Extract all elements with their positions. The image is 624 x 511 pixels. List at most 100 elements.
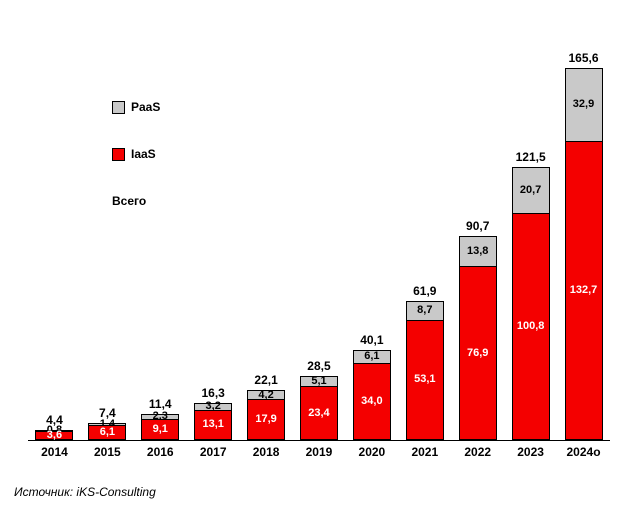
- legend-item-iaas: IaaS: [112, 147, 160, 161]
- source-note: Источник: iKS-Consulting: [14, 485, 156, 499]
- iaas-value-label: 13,1: [202, 418, 224, 431]
- iaas-segment: 23,4: [299, 387, 338, 440]
- total-value-label: 165,6: [568, 51, 599, 66]
- paas-value-label: 4,2: [258, 388, 274, 401]
- iaas-segment: 17,9: [247, 399, 286, 440]
- paas-segment: 13,8: [458, 236, 497, 268]
- legend-total-label: Всего: [112, 194, 147, 208]
- paas-segment: 4,2: [247, 388, 286, 401]
- total-value-label: 4,4: [46, 412, 63, 427]
- paas-segment: 0,8: [35, 425, 74, 436]
- paas-value-label: 6,1: [364, 350, 380, 363]
- paas-value-label: 1,4: [99, 418, 115, 431]
- x-axis-label: 2016: [146, 445, 174, 459]
- bar-column: 121,5 20,7 100,8: [504, 150, 557, 440]
- bar-stack: 4,2 17,9: [247, 388, 286, 440]
- legend: PaaS IaaS Всего: [112, 100, 160, 241]
- bar-stack: 20,7 100,8: [511, 167, 550, 440]
- bar-stack: 13,8 76,9: [458, 236, 497, 440]
- paas-segment: 8,7: [405, 301, 444, 321]
- bar-stack: 2,3 9,1: [141, 410, 180, 440]
- paas-value-label: 8,7: [417, 304, 433, 317]
- x-axis: 2014 2015 2016 2017 2018 2019 2020 2021 2022 2023…: [28, 445, 610, 459]
- x-axis-label: 2019: [305, 445, 333, 459]
- bar-column: 90,7 13,8 76,9: [451, 219, 504, 440]
- x-axis-label: 2018: [252, 445, 280, 459]
- iaas-value-label: 132,7: [569, 283, 598, 296]
- paas-value-label: 20,7: [519, 183, 542, 196]
- total-value-label: 28,5: [307, 358, 331, 373]
- paas-value-label: 5,1: [311, 375, 327, 388]
- iaas-segment: 9,1: [141, 419, 180, 440]
- iaas-segment: 3,6: [35, 428, 74, 441]
- bar-column: 4,4 0,8 3,6: [28, 413, 81, 440]
- paas-segment: 32,9: [564, 68, 603, 142]
- bar-column: 22,1 4,2 17,9: [240, 373, 293, 440]
- bar-stack: 8,7 53,1: [405, 301, 444, 440]
- iaas-value-label: 3,6: [46, 428, 63, 441]
- bar-column: 11,4 2,3 9,1: [134, 397, 187, 440]
- iaas-segment: 132,7: [564, 141, 603, 440]
- x-axis-label: 2023: [517, 445, 544, 459]
- paas-value-label: 13,8: [466, 245, 489, 258]
- bar-stack: 3,2 13,1: [194, 400, 233, 440]
- iaas-segment: 13,1: [194, 410, 233, 440]
- bar-stack: 5,1 23,4: [299, 375, 338, 440]
- bar-column: 28,5 5,1 23,4: [293, 359, 346, 440]
- legend-iaas-label: IaaS: [131, 147, 156, 161]
- total-value-label: 121,5: [515, 150, 546, 165]
- total-value-label: 16,3: [201, 386, 225, 401]
- x-axis-label: 2017: [199, 445, 227, 459]
- iaas-segment: 76,9: [458, 267, 497, 440]
- paas-segment: 20,7: [511, 167, 550, 214]
- total-value-label: 90,7: [466, 219, 490, 234]
- paas-segment: 3,2: [194, 400, 233, 413]
- x-axis-label: 2024о: [566, 445, 601, 459]
- iaas-value-label: 53,1: [414, 373, 436, 386]
- paas-swatch-icon: [112, 100, 125, 114]
- bar-stack: 1,4 6,1: [88, 419, 127, 440]
- iaas-segment: 34,0: [352, 363, 391, 440]
- x-axis-label: 2015: [94, 445, 121, 459]
- plot-area: 4,4 0,8 3,6 7,4 1,4 6,1 11,4 2,3 9,1 16,3 3,2 13,1 2…: [28, 28, 610, 441]
- x-axis-label: 2014: [41, 445, 68, 459]
- paas-segment: 1,4: [88, 419, 127, 430]
- paas-segment: 2,3: [141, 410, 180, 423]
- total-value-label: 7,4: [99, 406, 116, 421]
- x-axis-label: 2021: [411, 445, 439, 459]
- bar-column: 40,1 6,1 34,0: [345, 333, 398, 440]
- total-value-label: 40,1: [360, 332, 384, 347]
- paas-segment: 6,1: [352, 349, 391, 364]
- iaas-value-label: 9,1: [152, 422, 168, 435]
- bar-column: 16,3 3,2 13,1: [187, 386, 240, 440]
- iaas-value-label: 76,9: [466, 346, 489, 359]
- legend-item-paas: PaaS: [112, 100, 160, 114]
- iaas-segment: 6,1: [88, 426, 127, 440]
- bar-column: 7,4 1,4 6,1: [81, 406, 134, 440]
- total-value-label: 61,9: [413, 284, 437, 299]
- x-axis-label: 2020: [358, 445, 386, 459]
- iaas-value-label: 23,4: [308, 406, 330, 419]
- paas-value-label: 3,2: [205, 400, 221, 413]
- legend-item-total: Всего: [112, 194, 160, 208]
- bar-stack: 32,9 132,7: [564, 68, 603, 440]
- legend-paas-label: PaaS: [131, 100, 161, 114]
- iaas-value-label: 100,8: [516, 319, 545, 332]
- paas-value-label: 32,9: [572, 98, 595, 111]
- iaas-swatch-icon: [112, 147, 125, 161]
- paas-value-label: 0,8: [46, 424, 63, 437]
- iaas-segment: 100,8: [511, 213, 550, 440]
- iaas-value-label: 34,0: [361, 394, 383, 407]
- total-value-label: 22,1: [254, 373, 278, 388]
- total-value-label: 11,4: [148, 397, 172, 412]
- bar-column: 165,6 32,9 132,7: [557, 51, 610, 440]
- bar-stack: 0,8 3,6: [35, 425, 74, 441]
- iaas-value-label: 17,9: [255, 412, 277, 425]
- bar-stack: 6,1 34,0: [352, 349, 391, 440]
- x-axis-label: 2022: [464, 445, 492, 459]
- bar-column: 61,9 8,7 53,1: [398, 284, 451, 440]
- iaas-segment: 53,1: [405, 320, 444, 440]
- paas-value-label: 2,3: [152, 410, 168, 423]
- paas-segment: 5,1: [299, 375, 338, 388]
